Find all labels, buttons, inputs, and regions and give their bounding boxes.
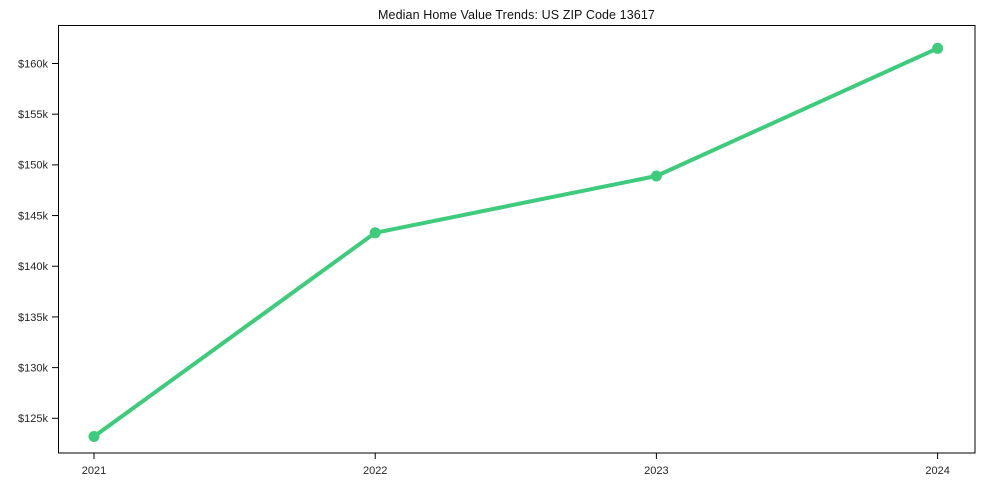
- x-tick-label: 2023: [644, 465, 668, 477]
- y-axis: $125k $130k $135k $140k $145k $150k $155k $160k: [18, 58, 58, 425]
- data-point-marker: [369, 227, 381, 239]
- data-point-marker: [88, 431, 100, 442]
- chart-title: Median Home Value Trends: US ZIP Code 13…: [378, 8, 655, 22]
- y-tick-label: $140k: [18, 261, 48, 273]
- x-tick-label: 2022: [363, 465, 387, 477]
- y-tick-label: $150k: [18, 160, 48, 172]
- y-tick-label: $125k: [18, 413, 48, 425]
- data-point-marker: [650, 170, 662, 182]
- y-tick-label: $145k: [18, 210, 48, 222]
- y-tick-label: $135k: [18, 312, 48, 324]
- x-tick-label: 2024: [925, 465, 949, 477]
- plot-area-border: [58, 25, 976, 454]
- x-tick-label: 2021: [82, 465, 106, 477]
- y-tick-label: $155k: [18, 109, 48, 121]
- y-tick-label: $130k: [18, 362, 48, 374]
- data-point-marker: [932, 42, 944, 54]
- y-tick-label: $160k: [18, 58, 48, 70]
- x-axis: 2021 2022 2023 2024: [82, 453, 950, 477]
- data-series: [88, 42, 944, 442]
- trend-line: [92, 46, 940, 439]
